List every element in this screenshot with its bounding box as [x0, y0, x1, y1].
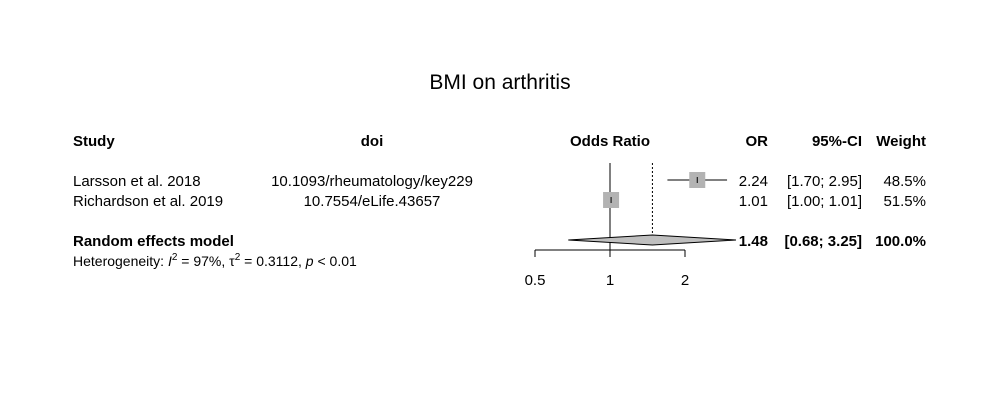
chart-title: BMI on arthritis	[429, 71, 570, 94]
pooled-or: 1.48	[739, 233, 768, 250]
header-odds-ratio: Odds Ratio	[570, 133, 650, 150]
study-ci: [1.00; 1.01]	[787, 193, 862, 210]
header-weight: Weight	[876, 133, 926, 150]
study-ci: [1.70; 2.95]	[787, 173, 862, 190]
het-tau-value: = 0.3112,	[240, 253, 306, 269]
pooled-ci: [0.68; 3.25]	[784, 233, 862, 250]
header-ci: 95%-CI	[812, 133, 862, 150]
header-doi: doi	[361, 133, 384, 150]
pooled-diamond	[568, 234, 737, 246]
study-or: 1.01	[739, 193, 768, 210]
het-p-symbol: p	[305, 253, 314, 269]
pooled-label: Random effects model	[73, 233, 234, 250]
het-p-value: < 0.01	[314, 253, 357, 269]
heterogeneity-stats: Heterogeneity: I2 = 97%, τ2 = 0.3112, p …	[73, 252, 357, 269]
header-study: Study	[73, 133, 115, 150]
study-name: Richardson et al. 2019	[73, 193, 223, 210]
plot-marks: 0.5 1 2	[525, 163, 737, 289]
het-tau-symbol: τ	[229, 253, 235, 269]
study-name: Larsson et al. 2018	[73, 173, 201, 190]
study-doi: 10.1093/rheumatology/key229	[271, 173, 473, 190]
het-i2-sup: 2	[172, 252, 178, 263]
het-prefix: Heterogeneity:	[73, 253, 168, 269]
x-axis-tick-label: 1	[606, 272, 614, 289]
study-weight: 51.5%	[883, 193, 926, 210]
het-tau-sup: 2	[235, 252, 241, 263]
pooled-weight: 100.0%	[875, 233, 926, 250]
study-weight: 48.5%	[883, 173, 926, 190]
study-doi: 10.7554/eLife.43657	[304, 193, 441, 210]
study-or: 2.24	[739, 173, 768, 190]
het-i2-value: = 97%,	[177, 253, 229, 269]
x-axis-tick-label: 2	[681, 272, 689, 289]
header-or: OR	[746, 133, 769, 150]
het-i2-symbol: I	[168, 253, 172, 269]
x-axis-tick-label: 0.5	[525, 272, 546, 289]
